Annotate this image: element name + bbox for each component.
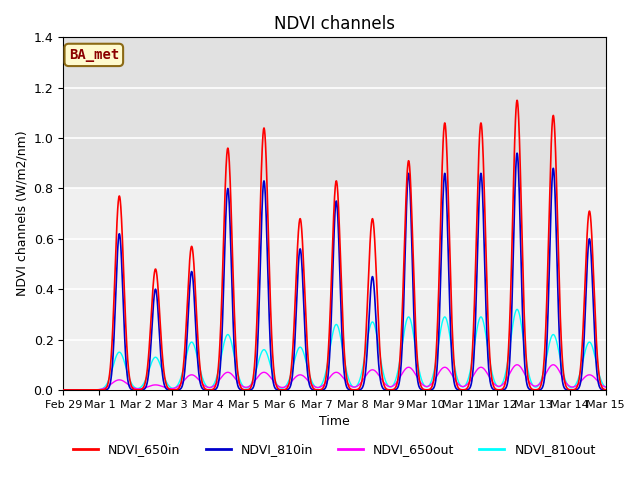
Text: BA_met: BA_met xyxy=(68,48,119,62)
X-axis label: Time: Time xyxy=(319,415,350,428)
Y-axis label: NDVI channels (W/m2/nm): NDVI channels (W/m2/nm) xyxy=(15,131,28,297)
Title: NDVI channels: NDVI channels xyxy=(274,15,395,33)
Legend: NDVI_650in, NDVI_810in, NDVI_650out, NDVI_810out: NDVI_650in, NDVI_810in, NDVI_650out, NDV… xyxy=(68,438,601,461)
Bar xyxy=(63,37,605,189)
